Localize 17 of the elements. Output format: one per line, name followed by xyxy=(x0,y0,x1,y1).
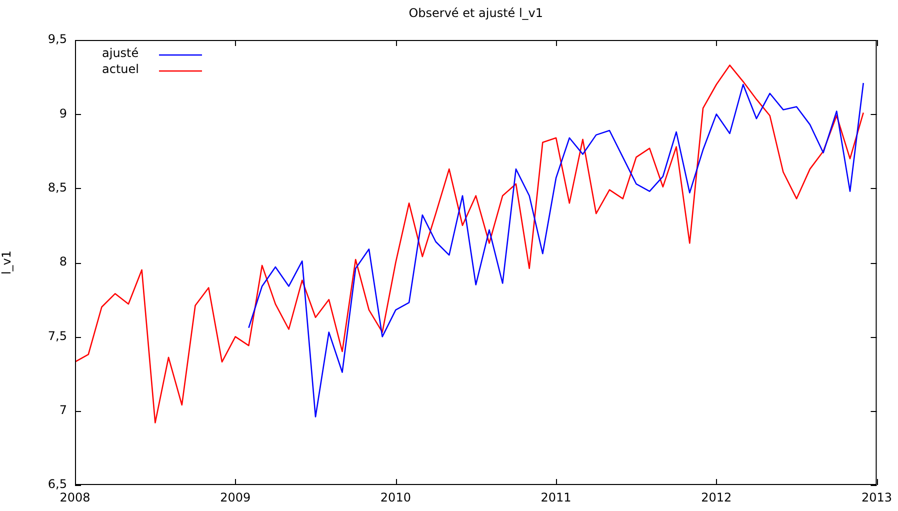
x-tick-label: 2010 xyxy=(380,490,411,504)
y-tick-label: 9,5 xyxy=(48,32,67,46)
x-tick-label: 2008 xyxy=(60,490,90,504)
x-tick-label: 2013 xyxy=(861,490,892,504)
x-tick-label: 2011 xyxy=(540,490,572,504)
y-tick-label: 6,5 xyxy=(48,477,67,492)
x-tick-label: 2012 xyxy=(701,490,732,504)
chart-title: Observé et ajusté l_v1 xyxy=(408,6,544,20)
y-tick-label: 8 xyxy=(59,254,67,269)
y-tick-label: 7 xyxy=(59,402,67,417)
legend-label: actuel xyxy=(102,62,139,76)
x-tick-label: 2009 xyxy=(220,490,251,504)
y-tick-label: 7,5 xyxy=(48,328,67,343)
y-tick-label: 8,5 xyxy=(48,180,67,194)
legend-label: ajusté xyxy=(102,46,139,60)
y-axis-title: l_v1 xyxy=(0,250,14,275)
y-tick-label: 9 xyxy=(59,106,67,120)
